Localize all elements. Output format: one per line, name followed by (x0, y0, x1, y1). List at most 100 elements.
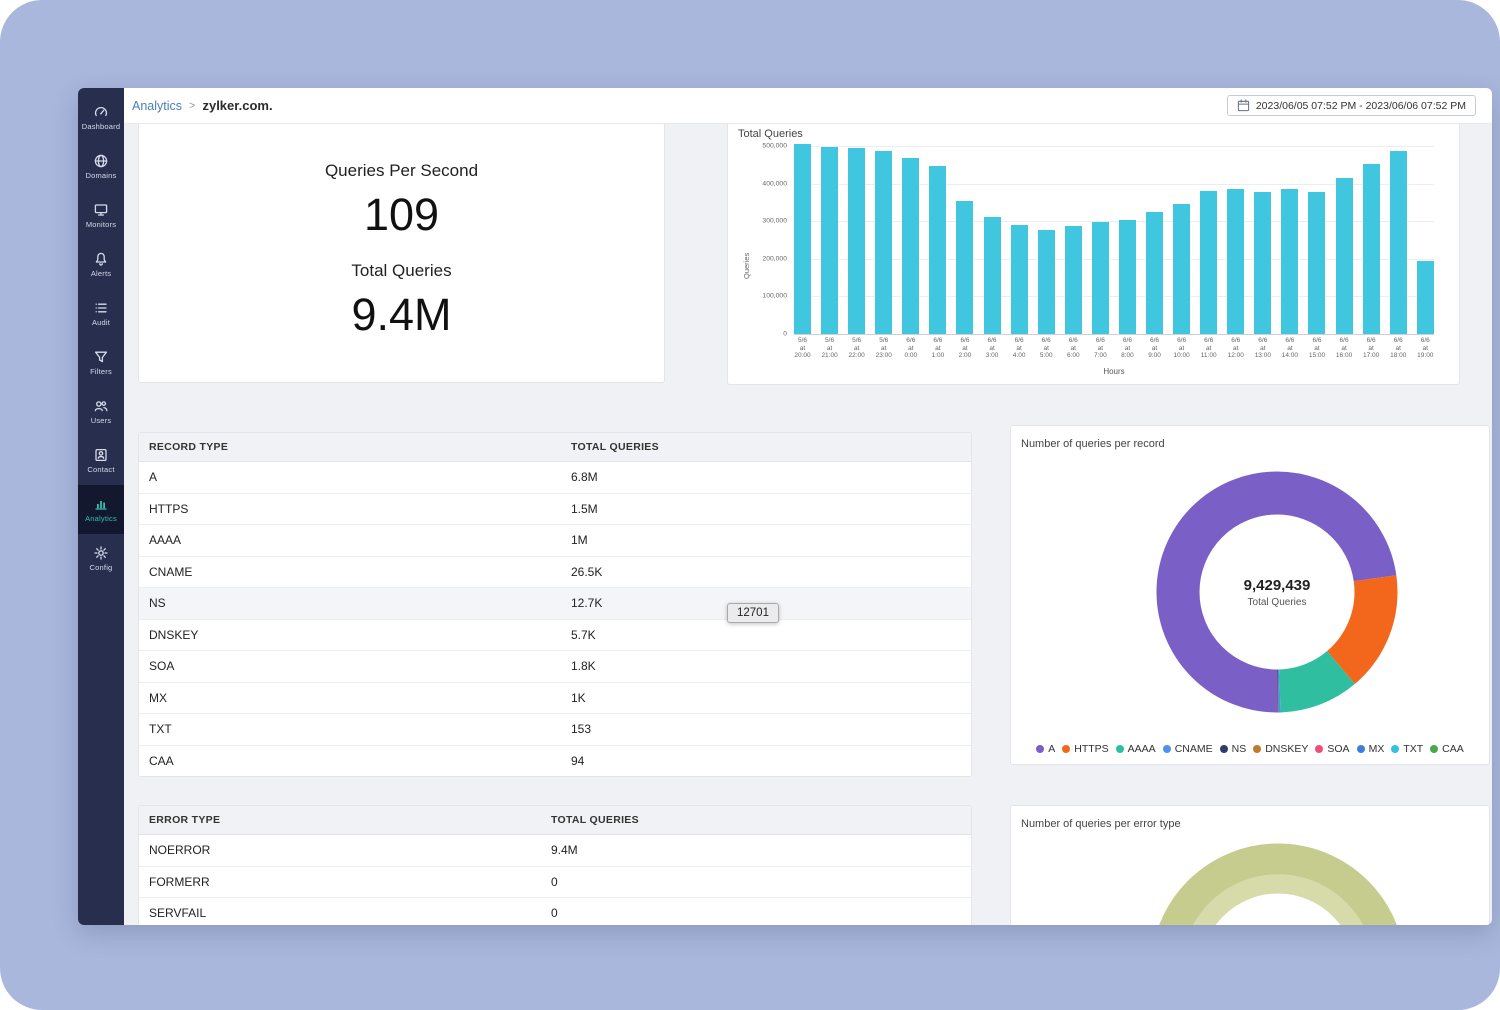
bar-column: 6/6 at 8:00 (1118, 146, 1136, 359)
bar-column: 6/6 at 15:00 (1308, 146, 1326, 359)
bar-column: 6/6 at 9:00 (1146, 146, 1164, 359)
bar[interactable] (1010, 224, 1028, 334)
sidebar-item-label: Audit (91, 318, 111, 327)
bell-icon (93, 251, 109, 267)
donut-segment-HTTPS[interactable] (1156, 471, 1398, 713)
bar[interactable] (1064, 226, 1082, 334)
bar[interactable] (956, 200, 974, 334)
bar[interactable] (1200, 191, 1218, 334)
table-row[interactable]: TXT 153 (139, 714, 971, 746)
y-tick-label: 100,000 (762, 292, 787, 300)
x-tick-label: 6/6 at 19:00 (1417, 337, 1434, 359)
bar[interactable] (875, 150, 893, 334)
bar-column: 5/6 at 20:00 (794, 144, 811, 359)
legend-item-HTTPS[interactable]: HTTPS (1062, 743, 1109, 755)
bar[interactable] (1146, 212, 1164, 334)
sidebar-item-filters[interactable]: Filters (78, 338, 124, 387)
sidebar-item-analytics[interactable]: Analytics (78, 485, 124, 534)
bar-column: 6/6 at 6:00 (1064, 146, 1082, 359)
donut-segment-NS[interactable] (1156, 471, 1398, 713)
legend-item-NS[interactable]: NS (1219, 743, 1246, 755)
sidebar-item-config[interactable]: Config (78, 534, 124, 583)
x-tick-label: 6/6 at 4:00 (1012, 337, 1026, 359)
y-tick-label: 300,000 (762, 217, 787, 225)
y-axis-title: Queries (742, 252, 751, 279)
table-row[interactable]: AAAA 1M (139, 525, 971, 557)
contact-icon (93, 447, 109, 463)
table-cell: 6.8M (571, 470, 598, 485)
bar[interactable] (1389, 150, 1407, 334)
table-row[interactable]: DNSKEY 5.7K (139, 619, 971, 651)
error-donut-ring[interactable] (1159, 843, 1397, 925)
bar[interactable] (1254, 191, 1272, 334)
bar[interactable] (1335, 178, 1353, 334)
sidebar-item-domains[interactable]: Domains (78, 142, 124, 191)
legend-item-DNSKEY[interactable]: DNSKEY (1253, 743, 1308, 755)
table-row[interactable]: SERVFAIL 0 (139, 898, 971, 925)
sidebar-item-users[interactable]: Users (78, 387, 124, 436)
table-cell: MX (149, 690, 167, 705)
table-cell: TXT (149, 722, 172, 737)
bar[interactable] (1173, 203, 1191, 334)
sidebar-item-contact[interactable]: Contact (78, 436, 124, 485)
bar[interactable] (1416, 261, 1434, 334)
legend-dot (1430, 745, 1439, 753)
x-tick-label: 6/6 at 5:00 (1039, 337, 1053, 359)
sidebar-item-audit[interactable]: Audit (78, 289, 124, 338)
table-cell: 1M (571, 533, 588, 548)
bar[interactable] (1118, 220, 1136, 334)
sidebar-item-dashboard[interactable]: Dashboard (78, 93, 124, 142)
table-header: RECORD TYPE (149, 441, 229, 453)
gridline (794, 334, 1434, 335)
bar[interactable] (794, 144, 811, 334)
table-cell: CNAME (149, 564, 193, 579)
table-header: TOTAL QUERIES (571, 441, 659, 453)
sidebar-item-alerts[interactable]: Alerts (78, 240, 124, 289)
qps-label: Queries Per Second (324, 161, 479, 180)
x-tick-label: 6/6 at 16:00 (1335, 337, 1353, 359)
bar-column: 6/6 at 1:00 (929, 146, 947, 359)
breadcrumb-domain: zylker.com. (202, 98, 273, 113)
table-row[interactable]: NOERROR 9.4M (139, 835, 971, 867)
bar[interactable] (1308, 192, 1326, 334)
legend-item-SOA[interactable]: SOA (1315, 743, 1350, 755)
table-row[interactable]: CAA 94 (139, 745, 971, 776)
x-tick-label: 6/6 at 15:00 (1308, 337, 1326, 359)
legend-item-CNAME[interactable]: CNAME (1162, 743, 1213, 755)
table-row[interactable]: HTTPS 1.5M (139, 493, 971, 525)
legend-item-CAA[interactable]: CAA (1430, 743, 1464, 755)
x-tick-label: 6/6 at 3:00 (985, 337, 999, 359)
table-row[interactable]: NS 12.7K (139, 588, 971, 620)
x-tick-label: 6/6 at 0:00 (904, 337, 918, 359)
table-row[interactable]: SOA 1.8K (139, 651, 971, 683)
sidebar-item-label: Dashboard (81, 122, 121, 131)
bar[interactable] (929, 165, 947, 334)
table-cell: NOERROR (149, 843, 211, 858)
legend-item-A[interactable]: A (1036, 743, 1055, 755)
sidebar-item-label: Users (90, 416, 112, 425)
table-cell: 0 (551, 874, 558, 889)
table-row[interactable]: CNAME 26.5K (139, 556, 971, 588)
bar[interactable] (1227, 189, 1245, 334)
bar[interactable] (1281, 188, 1299, 334)
date-range-picker[interactable]: 2023/06/05 07:52 PM - 2023/06/06 07:52 P… (1226, 95, 1476, 116)
table-row[interactable]: MX 1K (139, 682, 971, 714)
bar[interactable] (848, 148, 866, 334)
table-row[interactable]: FORMERR 0 (139, 866, 971, 898)
legend-item-TXT[interactable]: TXT (1391, 743, 1423, 755)
legend-item-AAAA[interactable]: AAAA (1115, 743, 1156, 755)
table-cell: 0 (551, 906, 558, 921)
bar[interactable] (1362, 164, 1380, 334)
total-queries-label: Total Queries (351, 261, 452, 280)
table-row[interactable]: A 6.8M (139, 462, 971, 494)
bar[interactable] (983, 216, 1001, 334)
bar[interactable] (902, 158, 920, 334)
bar-column: 6/6 at 13:00 (1254, 146, 1272, 359)
bar[interactable] (1037, 229, 1055, 334)
legend-item-MX[interactable]: MX (1356, 743, 1384, 755)
bar[interactable] (821, 147, 839, 334)
table-cell: SOA (149, 659, 175, 674)
sidebar-item-monitors[interactable]: Monitors (78, 191, 124, 240)
breadcrumb-analytics[interactable]: Analytics (132, 98, 183, 113)
bar[interactable] (1091, 222, 1109, 334)
